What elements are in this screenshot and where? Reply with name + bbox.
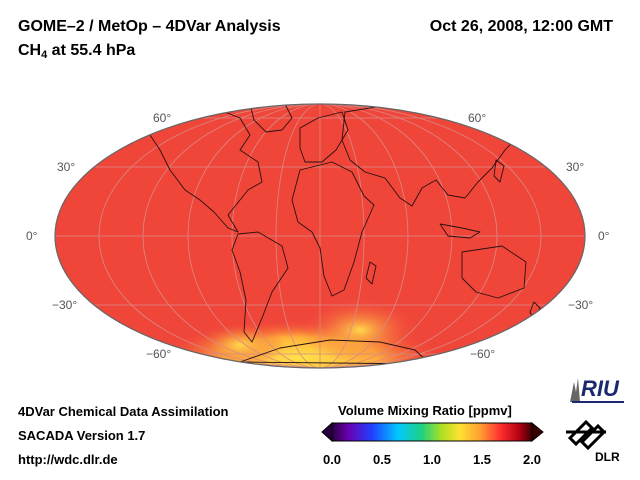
lat-label-30s-left: −30° [52, 298, 77, 312]
lat-label-60s-left: −60° [146, 347, 171, 361]
polar-low-region [195, 323, 285, 367]
colorbar-tick: 0.0 [322, 452, 342, 467]
riu-tower-icon [570, 378, 580, 402]
footer-link-url[interactable]: http://wdc.dlr.de [18, 452, 118, 467]
europe [299, 111, 349, 163]
latitude-labels-left: 60° 30° 0° −30° −60° [26, 111, 171, 361]
polar-low-region [300, 298, 420, 362]
lat-label-60n-left: 60° [153, 111, 171, 125]
lat-label-60s-right: −60° [470, 347, 495, 361]
map-title: GOME–2 / MetOp – 4DVar Analysis [18, 18, 281, 35]
dlr-logo-text: DLR [595, 450, 620, 464]
colorbar-gradient [331, 422, 533, 442]
species-label: CH4 at 55.4 hPa [18, 42, 136, 61]
colorbar-under-arrow [321, 421, 333, 443]
footer-line-assimilation: 4DVar Chemical Data Assimilation [18, 404, 229, 419]
lat-label-30n-left: 30° [57, 160, 75, 174]
svg-text:RIU: RIU [581, 376, 620, 401]
methane-map: 60° 30° 0° −30° −60° 60° 30° 0° −30° −60… [26, 103, 610, 369]
lat-label-60n-right: 60° [468, 111, 486, 125]
map-outline [54, 103, 586, 369]
south-america [231, 231, 289, 343]
analysis-datetime: Oct 26, 2008, 12:00 GMT [429, 18, 613, 35]
colorbar-tick: 1.0 [422, 452, 442, 467]
colorbar-tick: 2.0 [522, 452, 542, 467]
lat-label-0-right: 0° [598, 229, 610, 243]
lat-label-0-left: 0° [26, 229, 38, 243]
madagascar [365, 261, 377, 285]
north-america [149, 107, 263, 233]
japan [493, 159, 505, 183]
colorbar-tick: 0.5 [372, 452, 392, 467]
latitude-labels-right: 60° 30° 0° −30° −60° [468, 111, 610, 361]
lat-label-30n-right: 30° [566, 160, 584, 174]
lat-label-30s-right: −30° [568, 298, 593, 312]
africa [291, 161, 375, 297]
footer-line-version: SACADA Version 1.7 [18, 428, 146, 443]
greenland [249, 104, 293, 133]
colorbar-title: Volume Mixing Ratio [ppmv] [338, 403, 512, 418]
dlr-logo-icon [566, 419, 607, 451]
colorbar-tick: 1.5 [472, 452, 492, 467]
indonesia [439, 223, 481, 239]
riu-logo: RIU [570, 376, 624, 403]
colorbar-over-arrow [531, 421, 544, 443]
colorbar [321, 421, 544, 443]
australia [461, 245, 527, 299]
